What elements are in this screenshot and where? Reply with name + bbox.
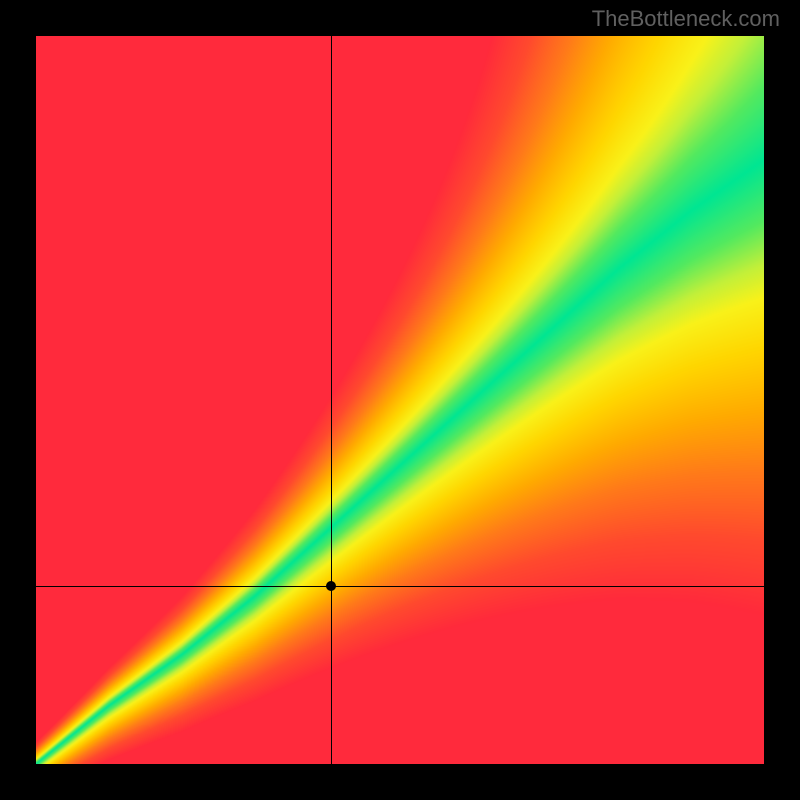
chart-container: TheBottleneck.com [0, 0, 800, 800]
plot-area [36, 36, 764, 764]
crosshair-horizontal [36, 586, 764, 587]
crosshair-vertical [331, 36, 332, 764]
heatmap-canvas [36, 36, 764, 764]
marker-dot [326, 581, 336, 591]
watermark-text: TheBottleneck.com [592, 6, 780, 32]
